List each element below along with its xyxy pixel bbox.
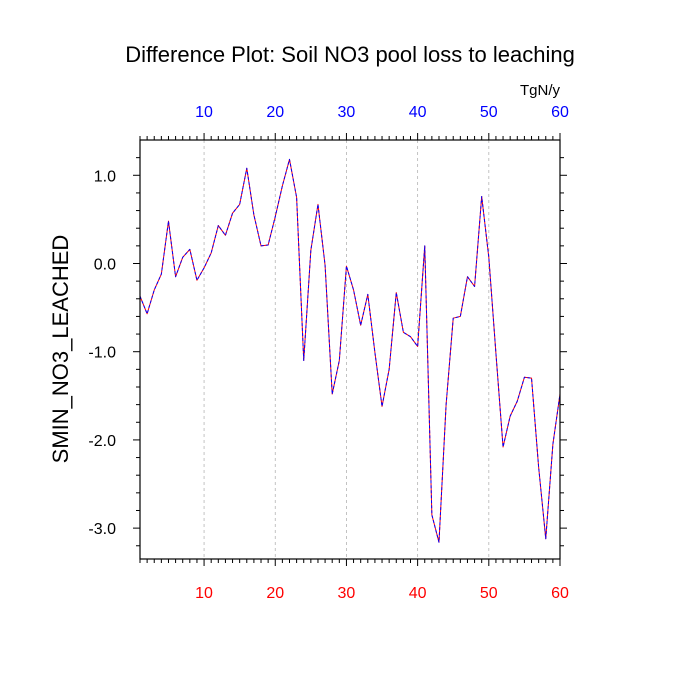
tick-labels: 10 10 20 20 30 30 40 40 50 50 60 60 1.0 0.0 -1.0 -2.0 -3… [88, 104, 569, 602]
top-axis-unit-label: TgN/y [520, 82, 561, 99]
x-tick-label-bottom: 60 [551, 585, 569, 602]
x-tick-label-top: 50 [480, 104, 498, 121]
x-tick-label-bottom: 30 [338, 585, 356, 602]
y-tick-label: 1.0 [94, 168, 116, 185]
plot-frame [139, 139, 561, 560]
y-tick-label: -1.0 [88, 345, 116, 362]
x-tick-label-top: 60 [551, 104, 569, 121]
x-tick-label-top: 30 [338, 104, 356, 121]
series-lines [139, 158, 561, 543]
x-tick-label-bottom: 10 [195, 585, 213, 602]
x-tick-label-bottom: 20 [266, 585, 284, 602]
chart-title: Difference Plot: Soil NO3 pool loss to l… [125, 42, 575, 67]
grid-lines [203, 140, 490, 559]
y-axis-label: SMIN_NO3_LEACHED [48, 235, 73, 464]
x-tick-label-top: 20 [266, 104, 284, 121]
x-tick-label-top: 40 [409, 104, 427, 121]
y-tick-label: -3.0 [88, 521, 116, 538]
series-line-blue [139, 158, 561, 543]
y-tick-label: 0.0 [94, 256, 116, 273]
axis-ticks [133, 133, 567, 566]
series-line-red [139, 158, 561, 543]
y-tick-label: -2.0 [88, 433, 116, 450]
x-tick-label-top: 10 [195, 104, 213, 121]
x-tick-label-bottom: 50 [480, 585, 498, 602]
x-tick-label-bottom: 40 [409, 585, 427, 602]
